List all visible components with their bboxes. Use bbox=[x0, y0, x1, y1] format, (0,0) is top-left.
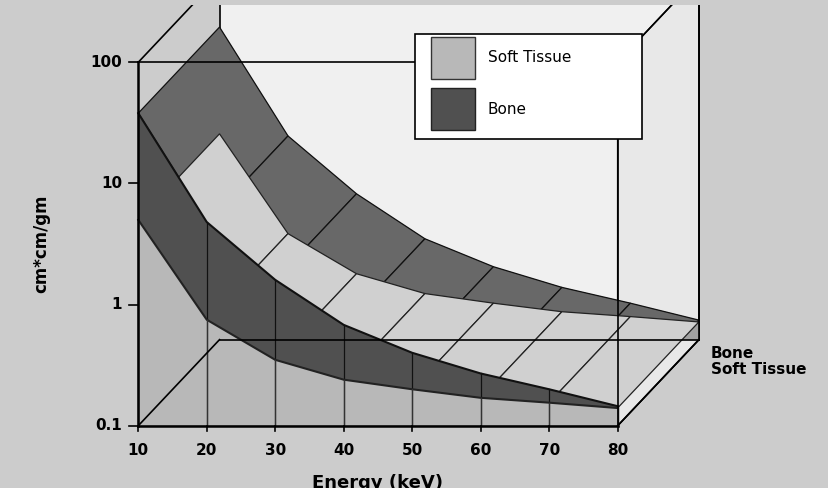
Text: 10: 10 bbox=[101, 176, 122, 191]
Polygon shape bbox=[219, 27, 698, 340]
Text: Soft Tissue: Soft Tissue bbox=[710, 362, 806, 377]
Polygon shape bbox=[344, 239, 493, 353]
Polygon shape bbox=[275, 274, 425, 380]
Polygon shape bbox=[275, 194, 425, 325]
Text: 1: 1 bbox=[112, 297, 122, 312]
Polygon shape bbox=[138, 340, 698, 426]
Text: 100: 100 bbox=[90, 55, 122, 70]
Polygon shape bbox=[412, 303, 561, 398]
Polygon shape bbox=[219, 0, 698, 340]
Polygon shape bbox=[617, 0, 698, 426]
Polygon shape bbox=[548, 303, 698, 406]
Polygon shape bbox=[138, 27, 287, 222]
Text: Energy (keV): Energy (keV) bbox=[312, 473, 443, 488]
Text: Bone: Bone bbox=[710, 346, 753, 361]
Text: 60: 60 bbox=[469, 444, 491, 458]
Text: 30: 30 bbox=[264, 444, 286, 458]
Text: 0.1: 0.1 bbox=[95, 418, 122, 433]
Polygon shape bbox=[548, 317, 698, 408]
Polygon shape bbox=[412, 267, 561, 373]
Polygon shape bbox=[138, 113, 617, 426]
Polygon shape bbox=[138, 220, 617, 426]
Text: 40: 40 bbox=[333, 444, 354, 458]
Polygon shape bbox=[206, 136, 356, 280]
Polygon shape bbox=[344, 294, 493, 389]
Text: Soft Tissue: Soft Tissue bbox=[487, 50, 570, 65]
Polygon shape bbox=[206, 234, 356, 360]
Text: 80: 80 bbox=[606, 444, 628, 458]
Text: 10: 10 bbox=[128, 444, 149, 458]
Polygon shape bbox=[480, 287, 629, 389]
Text: 70: 70 bbox=[538, 444, 559, 458]
Text: cm*cm/gm: cm*cm/gm bbox=[31, 195, 50, 293]
Polygon shape bbox=[480, 312, 629, 403]
Polygon shape bbox=[219, 134, 698, 340]
Bar bbox=[431, 37, 475, 79]
FancyBboxPatch shape bbox=[414, 34, 641, 139]
Text: 50: 50 bbox=[401, 444, 422, 458]
Polygon shape bbox=[138, 134, 287, 320]
Bar bbox=[431, 88, 475, 130]
Text: Bone: Bone bbox=[487, 102, 526, 117]
Text: 20: 20 bbox=[196, 444, 217, 458]
